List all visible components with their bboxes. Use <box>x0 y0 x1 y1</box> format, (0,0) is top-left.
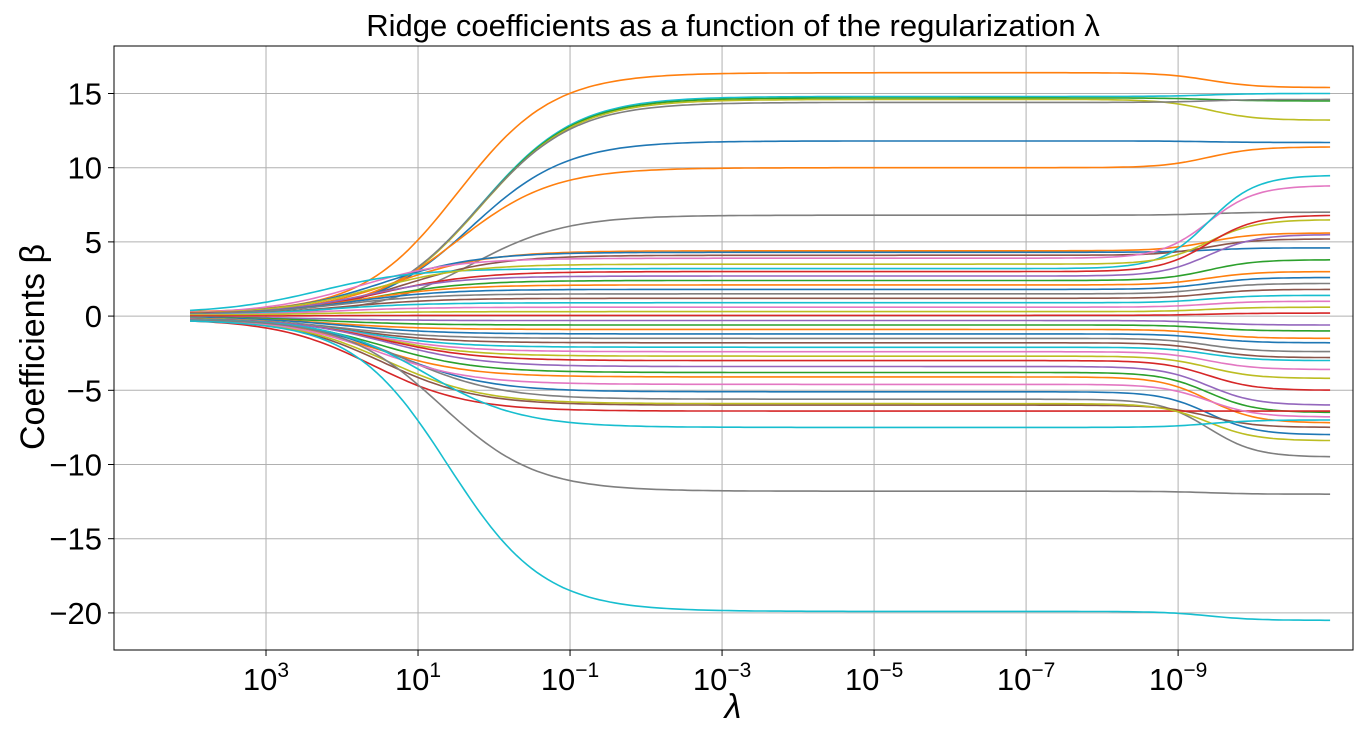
x-axis-ticks: 103 101 10−1 10−3 10−5 10−7 10−9 <box>243 650 1207 697</box>
y-tick-label: 0 <box>85 299 102 334</box>
x-tick-exponent: −3 <box>727 659 751 682</box>
y-axis-ticks: 15 10 5 0 −5 −10 −15 −20 <box>49 76 114 631</box>
coefficient-path-8 <box>190 211 1331 315</box>
coefficient-path-10 <box>189 247 1331 314</box>
x-tick-exponent: −7 <box>1031 659 1055 682</box>
x-tick-label: 10−5 <box>845 659 903 697</box>
coefficient-path-13 <box>189 174 1331 312</box>
coefficient-path-33 <box>189 317 1331 371</box>
y-tick-label: −5 <box>67 373 102 408</box>
x-tick-exponent: −1 <box>575 659 599 682</box>
x-tick-base: 10 <box>1149 662 1183 697</box>
coefficient-path-16 <box>189 233 1331 315</box>
x-tick-exponent: 1 <box>429 659 441 682</box>
coefficient-path-26 <box>190 316 1331 326</box>
coefficient-path-37 <box>189 318 1331 414</box>
x-tick-label: 10−3 <box>693 659 751 697</box>
coefficient-path-35 <box>190 318 1331 391</box>
coefficient-path-30 <box>189 317 1331 353</box>
coefficient-path-21 <box>189 288 1331 316</box>
x-tick-base: 10 <box>997 662 1031 697</box>
x-tick-label: 101 <box>395 659 441 697</box>
plot-area-frame <box>113 45 1354 651</box>
coefficient-path-24 <box>190 306 1331 316</box>
x-tick-label: 103 <box>243 659 289 697</box>
coefficient-path-47 <box>189 320 1331 622</box>
coefficient-path-45 <box>189 319 1331 429</box>
x-tick-exponent: −5 <box>879 659 903 682</box>
y-axis-label: Coefficients β <box>14 244 52 450</box>
x-tick-base: 10 <box>541 662 575 697</box>
coefficient-path-36 <box>190 318 1331 406</box>
coefficient-path-14 <box>189 219 1331 314</box>
coefficient-path-46 <box>189 319 1331 495</box>
coefficient-path-23 <box>190 300 1331 316</box>
y-tick-label: 10 <box>68 151 102 186</box>
coefficient-path-43 <box>189 319 1331 442</box>
coefficient-path-6 <box>189 140 1331 314</box>
x-tick-base: 10 <box>845 662 879 697</box>
x-tick-base: 10 <box>693 662 727 697</box>
y-tick-label: 15 <box>68 76 102 111</box>
x-tick-label: 10−1 <box>541 659 599 697</box>
x-tick-base: 10 <box>395 662 429 697</box>
y-tick-label: −10 <box>49 447 102 482</box>
coefficient-path-1 <box>189 71 1331 313</box>
x-tick-exponent: −9 <box>1183 659 1207 682</box>
x-axis-label: λ <box>723 688 742 726</box>
x-tick-exponent: 3 <box>277 659 289 682</box>
coefficient-path-42 <box>189 320 1331 412</box>
chart-title: Ridge coefficients as a function of the … <box>366 8 1100 43</box>
x-tick-label: 10−7 <box>997 659 1055 697</box>
coefficient-path-31 <box>189 317 1331 359</box>
coefficient-path-15 <box>190 214 1331 314</box>
y-tick-label: −15 <box>49 522 102 557</box>
coefficient-path-22 <box>189 294 1331 316</box>
y-tick-label: 5 <box>85 225 102 260</box>
coefficient-path-7 <box>189 146 1331 314</box>
coefficient-path-27 <box>190 316 1331 332</box>
coefficient-path-29 <box>189 316 1331 344</box>
coefficient-path-20 <box>189 282 1331 315</box>
coefficient-path-32 <box>189 317 1331 362</box>
coefficient-path-12 <box>189 185 1331 314</box>
coefficient-paths <box>189 71 1331 622</box>
x-tick-base: 10 <box>243 662 277 697</box>
coefficient-path-44 <box>189 318 1331 418</box>
coefficient-path-19 <box>189 276 1331 315</box>
coefficient-path-18 <box>189 270 1331 315</box>
x-tick-label: 10−9 <box>1149 659 1207 697</box>
coefficient-path-25 <box>190 312 1331 317</box>
y-tick-label: −20 <box>49 596 102 631</box>
coefficient-path-28 <box>189 316 1331 340</box>
